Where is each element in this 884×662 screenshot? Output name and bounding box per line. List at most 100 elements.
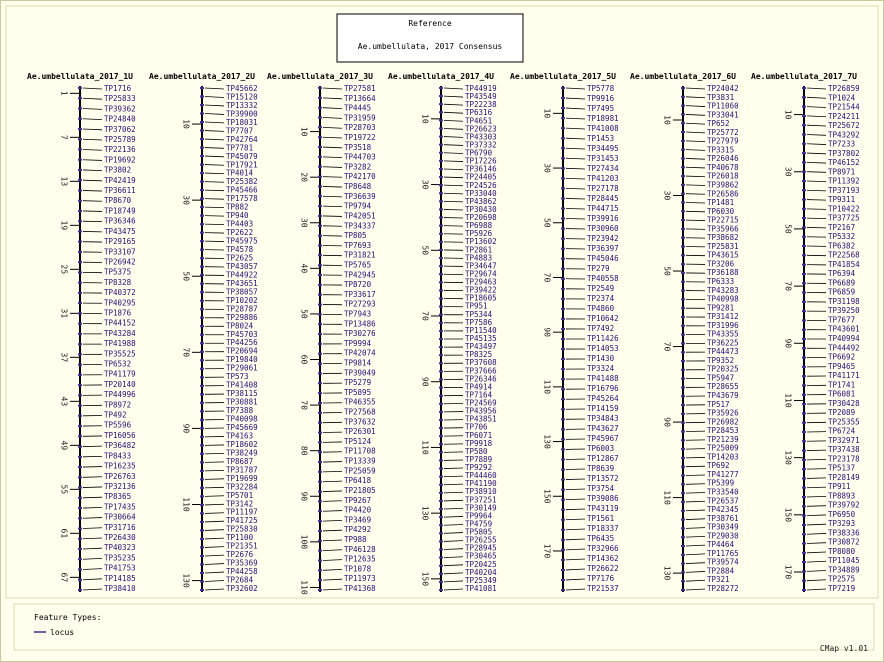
feature-mark xyxy=(200,563,204,566)
feature-mark xyxy=(78,322,82,325)
tick-label: 130 xyxy=(543,434,552,449)
feature-connector xyxy=(685,210,706,213)
feature-label: TP7495 xyxy=(587,104,614,113)
feature-mark xyxy=(439,418,443,421)
feature-mark xyxy=(802,449,806,452)
feature-label: TP5344 xyxy=(465,310,493,319)
feature-mark xyxy=(200,129,204,132)
feature-label: TP43475 xyxy=(104,227,136,236)
feature-label: TP1100 xyxy=(226,533,254,542)
feature-mark xyxy=(439,143,443,146)
feature-mark xyxy=(681,280,685,283)
feature-mark xyxy=(439,459,443,462)
feature-mark xyxy=(681,430,685,433)
feature-mark xyxy=(561,177,565,180)
feature-label: TP2676 xyxy=(226,550,254,559)
feature-mark xyxy=(681,183,685,186)
feature-label: TP5805 xyxy=(465,528,492,537)
feature-label: TP6382 xyxy=(828,241,855,250)
feature-connector xyxy=(565,177,586,180)
feature-connector xyxy=(565,188,586,190)
tick-label: 90 xyxy=(182,424,191,434)
feature-mark xyxy=(200,580,204,583)
feature-mark xyxy=(802,440,806,443)
feature-mark xyxy=(681,148,685,151)
feature-mark xyxy=(200,172,204,175)
feature-connector xyxy=(443,87,464,90)
feature-label: TP13602 xyxy=(465,237,497,246)
tick-label: 25 xyxy=(60,265,69,275)
feature-mark xyxy=(439,95,443,98)
feature-mark xyxy=(561,97,565,100)
feature-label: TP6689 xyxy=(828,278,855,287)
feature-label: TP40323 xyxy=(104,543,136,552)
feature-label: TP580 xyxy=(465,447,488,456)
feature-label: TP19699 xyxy=(226,474,258,483)
feature-mark xyxy=(561,157,565,160)
tick-label: 70 xyxy=(300,400,309,410)
feature-connector xyxy=(82,466,103,468)
feature-label: TP6071 xyxy=(465,431,492,440)
map-title: Ae.umbellulata_2017_6U xyxy=(630,72,736,81)
feature-label: TP46355 xyxy=(344,398,376,407)
feature-mark xyxy=(200,376,204,379)
feature-connector xyxy=(204,478,225,480)
feature-label: TP14185 xyxy=(104,574,136,583)
feature-label: TP29030 xyxy=(707,531,739,540)
feature-mark xyxy=(200,486,204,489)
feature-connector xyxy=(685,122,706,125)
feature-label: TP18605 xyxy=(465,294,497,303)
tick-label: 55 xyxy=(60,485,69,495)
feature-label: TP20698 xyxy=(465,213,497,222)
feature-label: TP11197 xyxy=(226,508,258,517)
feature-mark xyxy=(681,289,685,292)
feature-label: TP7586 xyxy=(465,318,493,327)
feature-label: TP4163 xyxy=(226,431,253,440)
feature-connector xyxy=(322,117,343,119)
feature-label: TP26623 xyxy=(465,124,497,133)
feature-mark xyxy=(318,244,322,247)
feature-connector xyxy=(82,568,103,570)
feature-label: TP4914 xyxy=(465,382,493,391)
feature-mark xyxy=(318,421,322,424)
feature-label: TP42945 xyxy=(344,270,376,279)
feature-label: TP41171 xyxy=(828,371,860,380)
tick-label: 170 xyxy=(543,544,552,559)
feature-connector xyxy=(685,158,706,160)
feature-label: TP28945 xyxy=(465,544,497,553)
feature-label: TP7388 xyxy=(226,406,254,415)
feature-connector xyxy=(685,588,706,591)
feature-mark xyxy=(200,427,204,430)
feature-label: TP14362 xyxy=(587,554,619,563)
feature-label: TP2684 xyxy=(226,576,254,585)
feature-connector xyxy=(322,549,343,552)
feature-label: TP43292 xyxy=(828,130,860,139)
feature-label: TP25355 xyxy=(828,417,860,426)
feature-label: TP38115 xyxy=(226,389,258,398)
feature-label: TP18031 xyxy=(226,118,258,127)
feature-connector xyxy=(322,470,343,473)
feature-label: TP279 xyxy=(587,264,610,273)
feature-mark xyxy=(78,476,82,479)
feature-mark xyxy=(439,362,443,365)
feature-mark xyxy=(78,384,82,387)
feature-label: TP43549 xyxy=(465,92,497,101)
feature-mark xyxy=(802,533,806,536)
feature-mark xyxy=(318,362,322,365)
tick-label: 30 xyxy=(182,195,191,205)
feature-label: TP10202 xyxy=(226,296,258,305)
feature-mark xyxy=(439,281,443,284)
feature-label: TP2622 xyxy=(226,228,253,237)
feature-label: TP13486 xyxy=(344,319,376,328)
feature-mark xyxy=(802,170,806,173)
map-title: Ae.umbellulata_2017_1U xyxy=(27,72,133,81)
feature-connector xyxy=(322,146,343,149)
feature-label: TP7707 xyxy=(226,126,253,135)
tick-label: 70 xyxy=(543,273,552,283)
feature-label: TP492 xyxy=(104,411,127,420)
feature-label: TP44703 xyxy=(344,153,376,162)
feature-mark xyxy=(681,571,685,574)
feature-label: TP24840 xyxy=(104,115,136,124)
feature-mark xyxy=(802,486,806,489)
feature-connector xyxy=(565,568,586,571)
